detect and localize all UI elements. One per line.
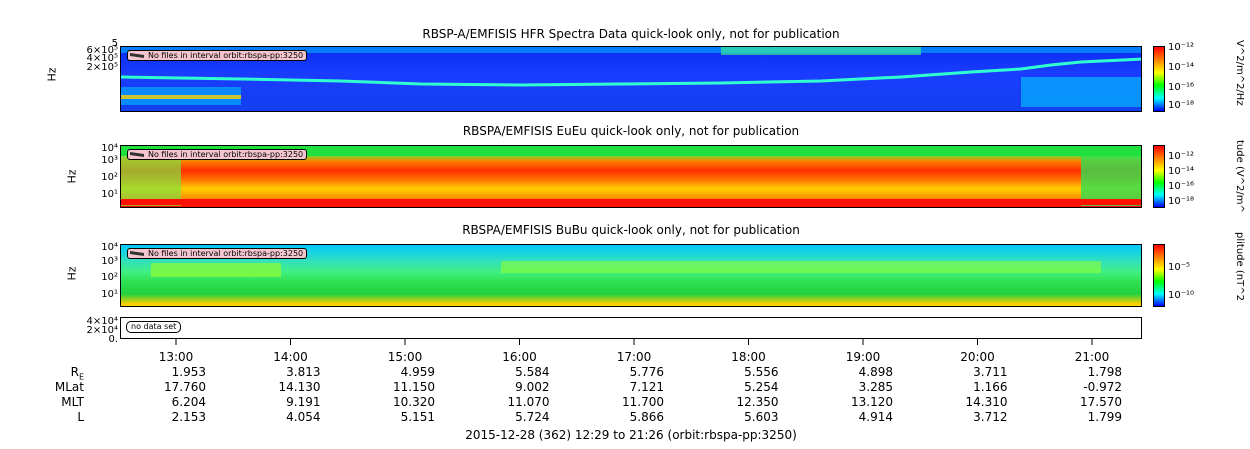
- panel2-colorbar: [1153, 145, 1165, 208]
- panel1-title: RBSP-A/EMFISIS HFR Spectra Data quick-lo…: [422, 27, 840, 41]
- eph-value-mlat: -0.972: [1083, 380, 1122, 394]
- eph-value-mlat: 9.002: [515, 380, 550, 394]
- panel3-ytick: 10²: [101, 272, 118, 283]
- panel3-ytick: 10⁴: [101, 242, 118, 253]
- eph-value-mlt: 11.070: [507, 395, 550, 409]
- panel3-colorbar: [1153, 244, 1165, 307]
- eph-value-mlat: 3.285: [858, 380, 893, 394]
- eph-value-mlt: 10.320: [393, 395, 435, 409]
- eph-value-mlat: 5.254: [744, 380, 779, 394]
- eph-value-re: 4.959: [400, 365, 435, 379]
- eph-value-re: 1.953: [171, 365, 206, 379]
- panel3-ylabel: Hz: [65, 266, 79, 281]
- eph-value-mlat: 7.121: [629, 380, 664, 394]
- eph-value-re: 5.556: [744, 365, 779, 379]
- eph-value-re: 5.584: [515, 365, 550, 379]
- panel4-ytick: 2×10⁴: [86, 325, 118, 336]
- panel2-cbar-label: 10⁻¹⁸: [1168, 196, 1195, 207]
- panel1-nofile-label: No files in interval orbit:rbspa-pp:3250: [127, 50, 308, 61]
- eph-value-mlat: 1.166: [973, 380, 1008, 394]
- eph-value-mlat: 17.760: [164, 380, 206, 394]
- eph-label-mlt: MLT: [61, 395, 84, 409]
- eph-value-re: 1.798: [1087, 365, 1122, 379]
- panel2-cbar-label: 10⁻¹⁶: [1168, 181, 1195, 192]
- eph-value-l: 4.054: [286, 410, 321, 424]
- panel3-cbar-label: 10⁻⁵: [1168, 262, 1191, 273]
- eph-value-mlt: 9.191: [286, 395, 321, 409]
- panel2-ytick: 10²: [101, 172, 118, 183]
- panel4-ytick: 4×10⁴: [86, 316, 118, 327]
- panel2-ylabel: Hz: [65, 169, 79, 184]
- eph-value-mlt: 13.120: [851, 395, 893, 409]
- eph-value-mlt: 6.204: [171, 395, 206, 409]
- eph-value-l: 5.724: [515, 410, 550, 424]
- panel1-ytick: 2×10⁵: [86, 62, 118, 73]
- eph-value-mlt: 14.310: [965, 395, 1008, 409]
- time-label: 16:00: [502, 350, 537, 364]
- time-label: 14:00: [273, 350, 308, 364]
- time-label: 15:00: [387, 350, 423, 364]
- panel1-cbar-title: V^2/m^2/Hz: [1234, 40, 1245, 106]
- panel2-cbar-label: 10⁻¹⁴: [1168, 166, 1195, 177]
- eph-value-l: 4.914: [858, 410, 893, 424]
- panel3-title: RBSPA/EMFISIS BuBu quick-look only, not …: [462, 223, 800, 237]
- panel1-ytick: 4×10⁵: [86, 53, 118, 64]
- eph-value-re: 3.711: [973, 365, 1008, 379]
- time-label: 20:00: [960, 350, 995, 364]
- footer-date-range: 2015-12-28 (362) 12:29 to 21:26 (orbit:r…: [465, 428, 797, 442]
- eph-value-mlt: 12.350: [736, 395, 779, 409]
- eph-value-l: 1.799: [1087, 410, 1122, 424]
- panel1-ytick: 6×10⁵: [86, 45, 118, 56]
- time-label: 19:00: [845, 350, 881, 364]
- panel2-ytick: 10³: [101, 155, 118, 166]
- panel1-cbar-label: 10⁻¹⁴: [1168, 62, 1195, 73]
- time-axis-ticks: [175, 339, 1093, 345]
- panel1-svg: [121, 47, 1141, 107]
- panel1-colorbar: [1153, 46, 1165, 112]
- panel2-title: RBSPA/EMFISIS EuEu quick-look only, not …: [462, 124, 800, 138]
- panel1-cbar-label: 10⁻¹⁶: [1168, 82, 1195, 93]
- panel2-ytick: 10¹: [101, 189, 118, 200]
- time-label: 21:00: [1074, 350, 1110, 364]
- eph-value-re: 5.776: [629, 365, 664, 379]
- eph-value-mlt: 17.570: [1080, 395, 1122, 409]
- panel3-cbar-label: 10⁻¹⁰: [1168, 290, 1195, 301]
- eph-value-l: 3.712: [973, 410, 1008, 424]
- time-label: 13:00: [158, 350, 194, 364]
- panel1-ylabel: Hz: [45, 67, 59, 82]
- eph-label-re: RE: [70, 365, 84, 382]
- panel2-cbar-label: 10⁻¹²: [1168, 151, 1195, 162]
- eph-value-l: 5.151: [400, 410, 435, 424]
- eph-label-l: L: [77, 410, 84, 424]
- panel3-ytick: 10¹: [101, 289, 118, 300]
- eph-value-l: 5.866: [629, 410, 664, 424]
- time-label: 18:00: [731, 350, 766, 364]
- eph-value-re: 3.813: [286, 365, 321, 379]
- eph-value-mlat: 11.150: [393, 380, 435, 394]
- panel2-nofile-label: No files in interval orbit:rbspa-pp:3250: [127, 149, 308, 160]
- eph-label-mlat: MLat: [54, 380, 84, 394]
- time-label: 17:00: [616, 350, 652, 364]
- panel1-ytop: 5: [111, 38, 118, 49]
- panel3-ytick: 10³: [101, 256, 118, 267]
- panel1-cbar-label: 10⁻¹²: [1168, 42, 1195, 53]
- eph-value-re: 4.898: [858, 365, 893, 379]
- panel4-nodata-label: no data set: [126, 321, 182, 333]
- eph-value-l: 2.153: [171, 410, 206, 424]
- panel3-cbar-title: plitude (nT^2: [1234, 232, 1245, 301]
- panel4-ytick: 0.: [108, 334, 118, 345]
- panel3-nofile-label: No files in interval orbit:rbspa-pp:3250: [127, 248, 308, 259]
- panel1-spectrogram: No files in interval orbit:rbspa-pp:3250: [120, 46, 1142, 112]
- panel3-svg: [151, 261, 1101, 277]
- panel2-spectrogram: No files in interval orbit:rbspa-pp:3250: [120, 145, 1142, 208]
- panel1-cbar-label: 10⁻¹⁸: [1168, 100, 1195, 111]
- eph-value-mlat: 14.130: [278, 380, 321, 394]
- panel2-ytick: 10⁴: [101, 143, 118, 154]
- eph-value-mlt: 11.700: [622, 395, 664, 409]
- eph-value-l: 5.603: [744, 410, 779, 424]
- panel2-svg: [121, 146, 1141, 206]
- panel3-spectrogram: No files in interval orbit:rbspa-pp:3250: [120, 244, 1142, 307]
- panel2-cbar-title: tude (V^2/m^: [1234, 140, 1245, 213]
- panel4-empty: no data set: [120, 317, 1142, 339]
